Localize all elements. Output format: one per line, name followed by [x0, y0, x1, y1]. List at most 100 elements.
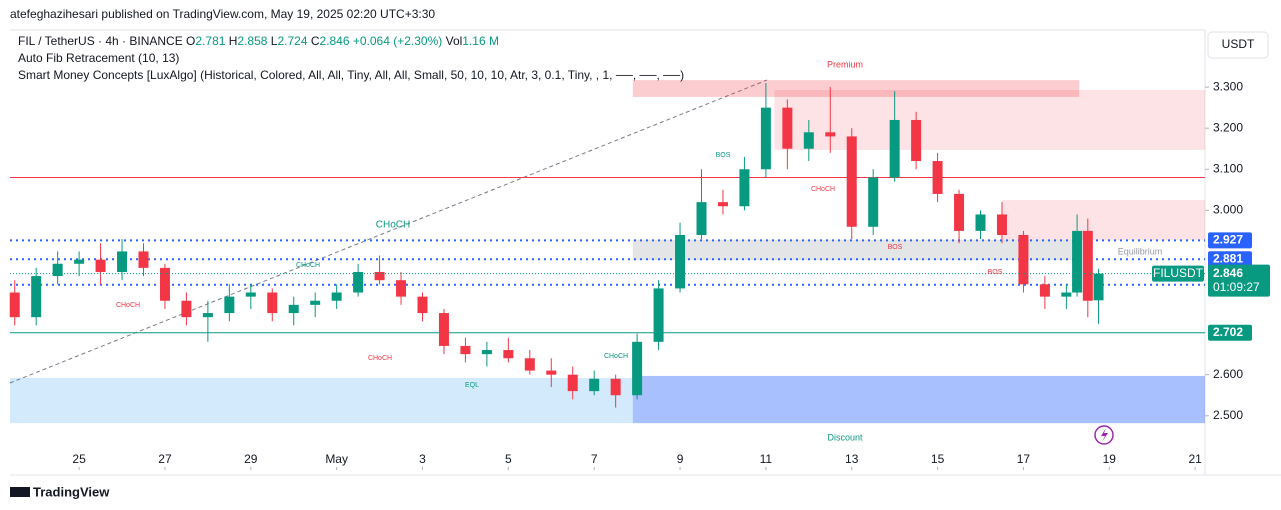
y-tick-label: 3.300 — [1213, 79, 1243, 93]
candle-body — [460, 345, 471, 355]
candle-body — [1039, 284, 1050, 297]
y-tick-label: 2.500 — [1213, 408, 1243, 422]
fib-line — [9, 79, 768, 384]
chart-layer: 2.500 2.600 3.000 3.100 3.200 3.300 25 27 29 May 3… — [9, 59, 1270, 470]
annotation: CHoCH — [368, 355, 392, 362]
zone — [632, 375, 1205, 424]
currency-button[interactable] — [1207, 31, 1269, 59]
candle-body — [954, 193, 965, 231]
candle-body — [52, 263, 63, 277]
candle-body — [696, 202, 707, 236]
alert-bolt — [1101, 428, 1108, 442]
candle-body — [481, 350, 492, 355]
volume: 1.16 M — [462, 34, 499, 48]
candle-body — [846, 136, 857, 227]
annotation: CHoCH — [376, 220, 410, 231]
zone — [774, 89, 1205, 150]
candle-body — [996, 214, 1007, 236]
price-tag-label: 2.702 — [1213, 325, 1243, 339]
annotation: CHoCH — [604, 353, 628, 360]
x-tick-label: 11 — [760, 452, 773, 466]
candle-body — [524, 358, 535, 371]
ohlc-value: 2.858 — [237, 34, 267, 48]
candle-body — [396, 280, 407, 297]
candle-body — [546, 370, 557, 375]
candle-body — [653, 288, 664, 342]
annotation: Premium — [827, 59, 863, 69]
candle-body — [374, 271, 385, 281]
legend-line: FIL / TetherUS · 4h · BINANCE O2.781 H2.… — [18, 34, 499, 48]
candle-body — [31, 276, 42, 318]
change: +0.064 (+2.30%) — [350, 34, 443, 48]
ticker-tag — [1152, 265, 1204, 282]
brand: TradingView — [33, 484, 110, 499]
x-tick-label: 13 — [845, 452, 859, 466]
annotation: BOS — [888, 244, 903, 251]
annotation: CHoCH — [296, 262, 320, 269]
candle-body — [202, 313, 213, 318]
candle-body — [288, 304, 299, 314]
price-tag — [1208, 232, 1252, 249]
ohlc-prefix: O — [183, 34, 196, 48]
publisher: atefeghazihesari published on TradingVie… — [10, 7, 435, 21]
annotation: BOS — [988, 269, 1003, 276]
candle-body — [353, 271, 364, 293]
symbol: FIL / TetherUS · 4h · BINANCE — [18, 34, 183, 48]
y-tick-label: 3.000 — [1213, 203, 1243, 217]
zone — [1001, 200, 1205, 240]
candle-body — [911, 119, 922, 162]
candle-body — [610, 378, 621, 396]
candle-body — [889, 119, 900, 178]
y-tick-label: 3.200 — [1213, 120, 1243, 134]
annotation: Equilibrium — [1118, 246, 1163, 256]
candle-body — [803, 132, 814, 149]
x-tick-label: May — [325, 452, 348, 466]
annotation: EQL — [465, 382, 479, 389]
candle-body — [95, 259, 106, 272]
ohlc-prefix: C — [308, 34, 320, 48]
candle-body — [310, 300, 321, 305]
candle-body — [717, 202, 728, 207]
candle-body — [1082, 230, 1093, 301]
last-price-label: 2.846 — [1213, 266, 1243, 280]
countdown: 01:09:27 — [1213, 280, 1260, 294]
candle-body — [117, 251, 128, 272]
x-tick-label: 29 — [244, 452, 258, 466]
x-tick-label: 7 — [591, 452, 598, 466]
candle-body — [138, 251, 149, 268]
candle-body — [224, 296, 235, 314]
y-tick-label: 3.100 — [1213, 161, 1243, 175]
x-tick-label: 19 — [1103, 452, 1117, 466]
x-tick-label: 27 — [158, 452, 172, 466]
x-tick-label: 5 — [505, 452, 512, 466]
annotation: Discount — [827, 432, 863, 442]
ohlc-prefix: L — [267, 34, 277, 48]
candle-body — [331, 292, 342, 301]
ohlc-value: 2.781 — [195, 34, 225, 48]
price-tag — [1208, 251, 1252, 268]
indicator: Auto Fib Retracement (10, 13) — [18, 51, 179, 65]
candle-body — [739, 169, 750, 207]
currency: USDT — [1222, 37, 1255, 51]
y-tick-label: 2.600 — [1213, 367, 1243, 381]
ohlc-value: 2.724 — [277, 34, 307, 48]
zone — [632, 239, 1080, 261]
candle-body — [567, 374, 578, 392]
ohlc-value: 2.846 — [320, 34, 350, 48]
annotation: BOS — [716, 152, 731, 159]
candle-body — [932, 161, 943, 194]
volume-label: Vol — [442, 34, 462, 48]
candle-body — [675, 235, 686, 289]
logo — [10, 487, 30, 497]
candle-body — [267, 292, 278, 314]
candle-body — [782, 107, 793, 149]
candle-body — [438, 313, 449, 346]
candle-body — [1093, 273, 1104, 301]
candle-body — [632, 341, 643, 396]
x-tick-label: 21 — [1188, 452, 1202, 466]
zone — [632, 80, 1080, 97]
price-tag-label: 2.881 — [1213, 251, 1243, 265]
candle-body — [74, 259, 85, 264]
x-tick-label: 17 — [1017, 452, 1031, 466]
candle-body — [760, 107, 771, 170]
